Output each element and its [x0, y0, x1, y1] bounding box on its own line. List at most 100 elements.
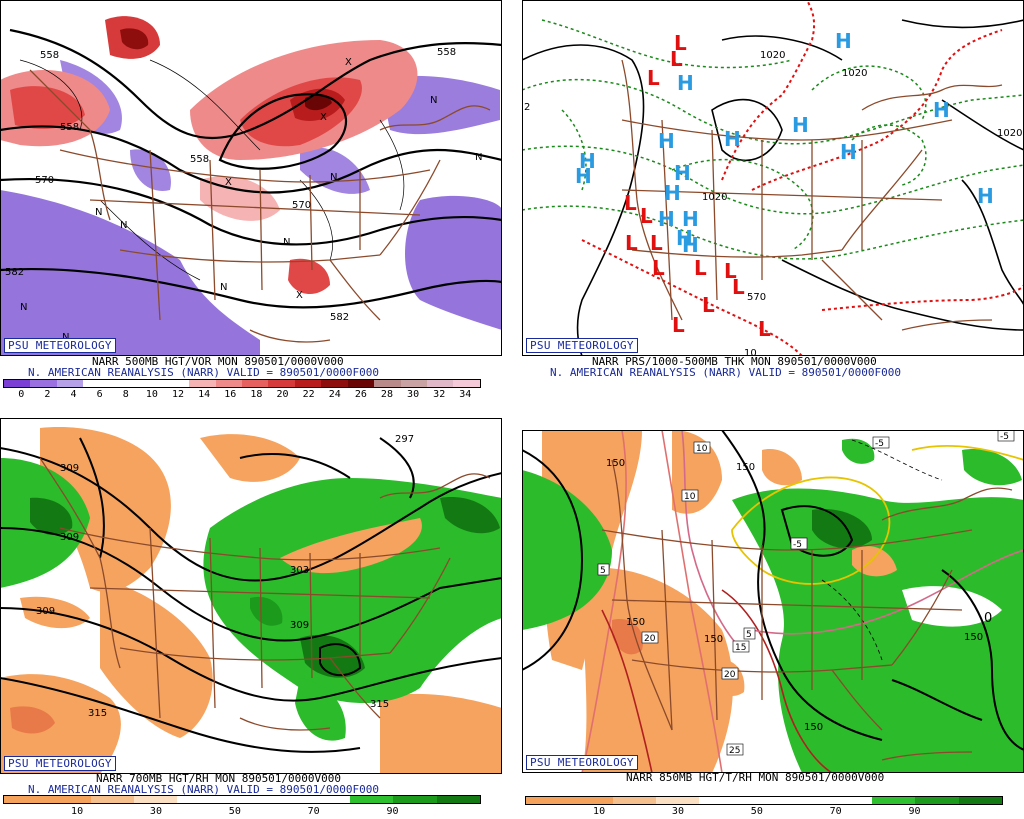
caption-title: NARR PRS/1000-500MB THK MON 890501/0000V…	[592, 355, 877, 368]
contour-label: 309	[290, 620, 309, 631]
colorbar-swatch	[828, 797, 873, 804]
colorbar-tick-label: 10	[593, 806, 606, 817]
low-symbol: L	[647, 66, 660, 90]
map-500mb: 558 558 570 570 582 582 558 558 N N N N …	[0, 0, 502, 356]
high-symbol: H	[724, 127, 741, 151]
vort-symbol: N	[430, 95, 437, 106]
colorbar-tick-label: 24	[328, 389, 341, 400]
contour-label: 309	[60, 463, 79, 474]
temp-label: -5	[997, 430, 1015, 442]
temp-label: 20	[641, 631, 659, 644]
contour-label: 150	[804, 722, 823, 733]
colorbar-tick-label: 20	[276, 389, 289, 400]
colorbar-tick-label: 4	[70, 389, 77, 400]
svg-text:10: 10	[696, 444, 708, 454]
colorbar-swatch	[56, 380, 84, 387]
contour-label: 570	[747, 292, 766, 303]
vort-symbol: N	[475, 152, 482, 163]
svg-text:20: 20	[644, 634, 656, 644]
contour-label: 303	[290, 565, 309, 576]
contour-label: 1020	[702, 192, 727, 203]
caption-title: NARR 700MB HGT/RH MON 890501/0000V000	[96, 772, 342, 785]
contour-label: 150	[704, 634, 723, 645]
high-symbol: H	[977, 184, 994, 208]
contour-label: 558	[40, 50, 59, 61]
colorbar-tick-labels: 0 2 4 6 8 10 12 14 16 18 20 22 24 26 28 30 32 34	[3, 389, 481, 401]
contour-label: 150	[606, 458, 625, 469]
colorbar-swatch	[162, 380, 190, 387]
temp-label: 5	[743, 627, 756, 640]
vort-symbol: N	[283, 237, 290, 248]
svg-text:-5: -5	[875, 439, 884, 449]
colorbar-swatch	[306, 796, 351, 803]
colorbar-tick-label: 8	[122, 389, 129, 400]
svg-text:5: 5	[600, 566, 606, 576]
colorbar-tick-label: 2	[44, 389, 51, 400]
high-symbol: H	[658, 129, 675, 153]
colorbar-swatch	[958, 797, 1002, 804]
temp-label: -5	[790, 537, 808, 550]
colorbar-swatch	[83, 380, 110, 387]
psu-logo: PSU METEOROLOGY	[526, 755, 638, 770]
colorbar-tick-label: 18	[250, 389, 263, 400]
high-symbol: H	[676, 226, 693, 250]
colorbar-tick-label: 28	[380, 389, 393, 400]
vort-symbol: X	[296, 290, 303, 301]
vort-symbol: X	[345, 57, 352, 68]
colorbar-swatch	[189, 380, 216, 387]
temp-label: -5	[872, 436, 890, 449]
colorbar-swatch	[268, 380, 295, 387]
panel-pressure-thickness: H H H H H H H H H H H H H H H H L L L L …	[522, 0, 1024, 402]
colorbar-swatch	[374, 380, 401, 387]
svg-text:25: 25	[729, 746, 740, 756]
low-symbol: L	[670, 47, 683, 71]
colorbar-rh	[3, 795, 481, 804]
colorbar-vorticity	[3, 379, 481, 388]
caption-title: NARR 850MB HGT/T/RH MON 890501/0000V000	[626, 771, 885, 784]
high-symbol: H	[658, 207, 675, 231]
temp-label: 5	[597, 563, 610, 576]
contour-label: 150	[626, 617, 645, 628]
svg-text:10: 10	[684, 492, 696, 502]
high-symbol: H	[664, 181, 681, 205]
colorbar-tick-labels: 10 30 50 70 90	[525, 806, 1003, 818]
colorbar-tick-label: 22	[302, 389, 315, 400]
high-symbol: H	[674, 161, 691, 185]
colorbar-tick-label: 6	[96, 389, 103, 400]
colorbar-swatch	[4, 796, 48, 803]
colorbar-tick-label: 12	[171, 389, 185, 400]
colorbar-swatch	[526, 797, 570, 804]
low-symbol: L	[652, 256, 665, 280]
caption-valid: N. AMERICAN REANALYSIS (NARR) VALID = 89…	[550, 366, 901, 379]
high-symbol: H	[579, 149, 596, 173]
vort-symbol: N	[20, 302, 27, 313]
colorbar-rh	[525, 796, 1003, 805]
high-symbol: H	[677, 71, 694, 95]
temp-label: 15	[732, 640, 750, 653]
vort-symbol: N	[120, 220, 127, 231]
vort-symbol: N	[330, 172, 337, 183]
colorbar-tick-label: 10	[71, 806, 84, 817]
colorbar-tick-label: 50	[750, 806, 763, 817]
colorbar-swatch	[30, 380, 57, 387]
contour-label: 558	[60, 122, 79, 133]
low-symbol: L	[674, 31, 687, 55]
colorbar-swatch	[220, 796, 264, 803]
colorbar-swatch	[785, 797, 829, 804]
colorbar-tick-label: 34	[459, 389, 472, 400]
vort-symbol: X	[225, 177, 232, 188]
colorbar-tick-label: 70	[307, 806, 320, 817]
colorbar-tick-label: 70	[829, 806, 842, 817]
svg-text:-5: -5	[1000, 432, 1009, 442]
temp-label: 25	[726, 743, 744, 756]
contour-label: 315	[370, 699, 389, 710]
contour-label: 558	[190, 154, 209, 165]
caption-valid: N. AMERICAN REANALYSIS (NARR) VALID = 89…	[28, 783, 379, 796]
colorbar-tick-labels: 10 30 50 70 90	[3, 806, 481, 818]
colorbar-swatch	[133, 796, 178, 803]
high-symbol: H	[933, 98, 950, 122]
colorbar-tick-label: 50	[228, 806, 241, 817]
colorbar-swatch	[453, 380, 480, 387]
contour-label: 315	[88, 708, 107, 719]
colorbar-tick-label: 90	[386, 806, 399, 817]
